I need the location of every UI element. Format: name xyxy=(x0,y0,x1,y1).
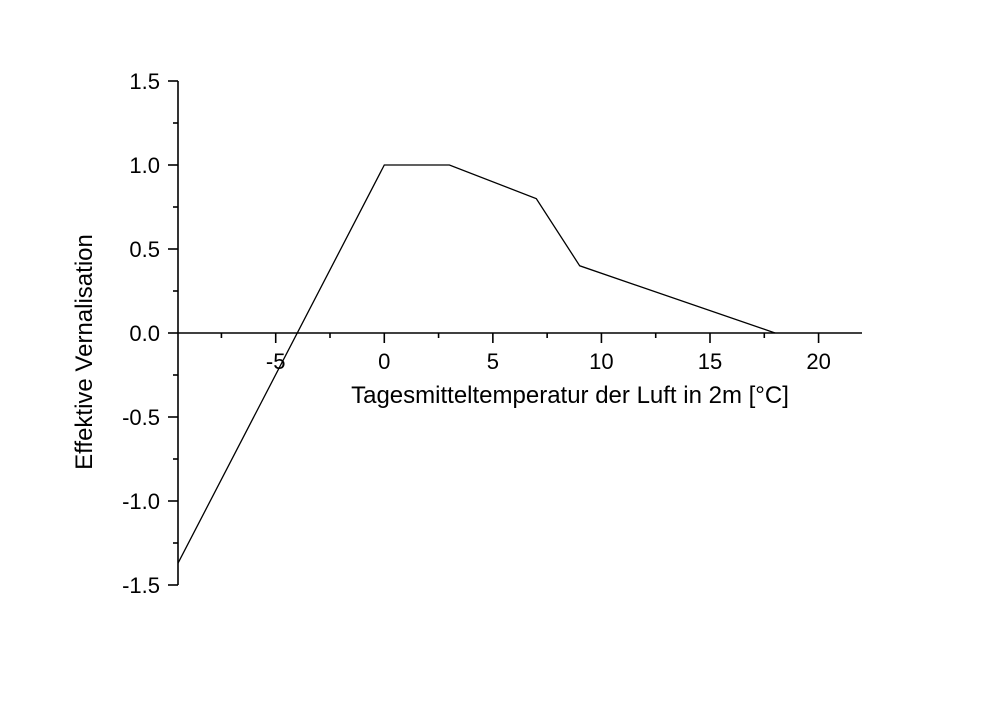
y-tick-label: 1.5 xyxy=(129,69,160,94)
data-series xyxy=(177,164,776,564)
x-tick-label: 15 xyxy=(698,349,722,374)
y-tick-label: 0.0 xyxy=(129,321,160,346)
x-axis-title: Tagesmitteltemperatur der Luft in 2m [°C… xyxy=(351,382,789,409)
y-tick-label: -0.5 xyxy=(122,405,160,430)
axes xyxy=(168,80,862,586)
x-tick-label: 0 xyxy=(378,349,390,374)
x-tick-label: -5 xyxy=(266,349,286,374)
y-tick-label: -1.5 xyxy=(122,573,160,598)
y-tick-label: 1.0 xyxy=(129,153,160,178)
y-axis-title: Effektive Vernalisation xyxy=(71,234,98,470)
x-tick-label: 20 xyxy=(806,349,830,374)
series-line xyxy=(177,164,776,564)
tick-labels: 1.5 1.0 0.5 0.0 -0.5 -1.0 -1.5 -5 0 5 10 15 20 xyxy=(122,69,831,598)
y-tick-label: -1.0 xyxy=(122,489,160,514)
x-tick-label: 5 xyxy=(487,349,499,374)
y-tick-label: 0.5 xyxy=(129,237,160,262)
x-tick-label: 10 xyxy=(589,349,613,374)
